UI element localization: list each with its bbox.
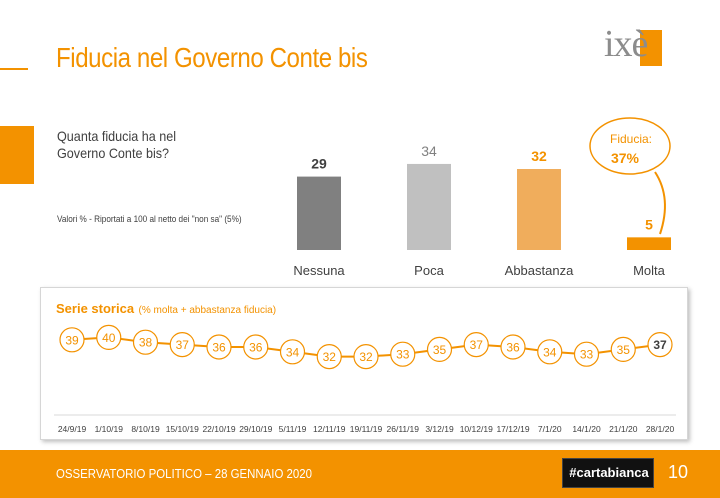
line-chart: 39 40 38 37 36 36 34 32 32 33 35 37 36 34 33 35 37 24/9/1… xyxy=(54,324,676,434)
series-point xyxy=(647,331,673,358)
series-point-label: 37 xyxy=(470,338,484,352)
bar-molta xyxy=(627,237,671,250)
x-tick-label: 3/12/19 xyxy=(425,424,454,434)
series-point-label: 39 xyxy=(65,333,79,347)
callout-pointer xyxy=(654,171,666,235)
x-tick-label: 19/11/19 xyxy=(350,424,383,434)
bar-chart: 29 Nessuna 34 Poca 32 Abbastanza 5 Molta xyxy=(293,117,671,278)
category-label-nessuna: Nessuna xyxy=(293,263,345,278)
series-point-label: 40 xyxy=(102,331,116,345)
x-tick-label: 5/11/19 xyxy=(279,424,307,434)
page-title: Fiducia nel Governo Conte bis xyxy=(56,42,368,73)
series-point xyxy=(206,334,232,360)
badge-text: #cartabianca xyxy=(569,465,649,480)
x-tick-label: 15/10/19 xyxy=(166,424,199,434)
x-tick-label: 14/1/20 xyxy=(572,424,601,434)
x-tick-label: 21/1/20 xyxy=(609,424,638,434)
series-point-label: 33 xyxy=(580,348,594,362)
x-tick-label: 24/9/19 xyxy=(58,424,87,434)
bar-poca xyxy=(407,163,451,250)
x-tick-label: 8/10/19 xyxy=(131,424,160,434)
bar-value-abbastanza: 32 xyxy=(531,148,547,164)
bar-value-molta: 5 xyxy=(645,216,653,232)
series-point-label: 36 xyxy=(212,341,226,355)
category-label-molta: Molta xyxy=(633,263,666,278)
x-tick-label: 29/10/19 xyxy=(239,424,272,434)
category-label-poca: Poca xyxy=(414,263,444,278)
series-point-label: 37 xyxy=(653,338,667,352)
bar-abbastanza xyxy=(517,169,561,250)
series-point-label: 36 xyxy=(506,341,520,355)
series-point xyxy=(500,334,526,360)
series-point-label: 34 xyxy=(543,345,557,359)
title-accent-line xyxy=(0,68,28,70)
series-point xyxy=(573,341,600,367)
series-point xyxy=(537,339,563,365)
series-point xyxy=(243,334,269,360)
x-tick-label: 17/12/19 xyxy=(496,424,529,434)
series-point xyxy=(59,327,85,353)
callout-label: Fiducia: xyxy=(609,132,653,146)
series-point-label: 34 xyxy=(286,345,300,359)
series-point-label: 36 xyxy=(249,341,263,355)
x-tick-label: 12/11/19 xyxy=(313,424,346,434)
fiducia-callout: Fiducia: 37% xyxy=(590,120,672,174)
category-label-abbastanza: Abbastanza xyxy=(505,263,574,278)
page-number: 10 xyxy=(668,462,689,482)
series-title-main: Serie storica xyxy=(56,301,135,316)
ixe-logo: ixè xyxy=(604,22,662,70)
bar-value-nessuna: 29 xyxy=(311,156,327,172)
survey-question: Quanta fiducia ha nel Governo Conte bis? xyxy=(57,128,177,161)
x-tick-label: 22/10/19 xyxy=(202,424,235,434)
callout-bubble xyxy=(589,117,671,175)
values-note: Valori % - Riportati a 100 al netto dei … xyxy=(57,214,242,225)
series-point-label: 37 xyxy=(176,338,190,352)
series-point xyxy=(426,336,453,363)
series-point-label: 38 xyxy=(139,336,153,350)
x-tick-label: 1/10/19 xyxy=(95,424,124,434)
bar-nessuna xyxy=(297,176,341,250)
footer-bar: OSSERVATORIO POLITICO – 28 GENNAIO 2020 … xyxy=(0,450,720,498)
bar-value-poca: 34 xyxy=(421,143,437,159)
series-point xyxy=(169,331,195,358)
footer-text: OSSERVATORIO POLITICO – 28 GENNAIO 2020 xyxy=(56,466,313,481)
series-point-label: 33 xyxy=(396,348,410,362)
series-point xyxy=(96,324,122,351)
cartabianca-badge: #cartabianca xyxy=(562,458,654,488)
series-title-sub: (% molta + abbastanza fiducia) xyxy=(138,305,277,316)
logo-text: ixè xyxy=(604,23,648,65)
x-tick-label: 28/1/20 xyxy=(646,424,675,434)
series-point xyxy=(390,341,416,367)
series-point-label: 35 xyxy=(617,343,631,357)
series-point xyxy=(463,331,489,358)
series-point xyxy=(132,329,159,355)
side-accent-tab xyxy=(0,126,34,184)
series-point xyxy=(610,336,636,363)
x-tick-label: 26/11/19 xyxy=(387,424,420,434)
series-title: Serie storica (% molta + abbastanza fidu… xyxy=(56,300,276,318)
x-tick-label: 10/12/19 xyxy=(460,424,493,434)
x-tick-label: 7/1/20 xyxy=(538,424,562,434)
series-point xyxy=(316,343,342,370)
series-point xyxy=(353,343,379,370)
logo-orange-block xyxy=(640,30,662,66)
series-point-label: 35 xyxy=(433,343,447,357)
series-point xyxy=(279,339,306,365)
callout-value: 37% xyxy=(610,150,640,166)
series-point-label: 32 xyxy=(359,350,373,364)
series-point-label: 32 xyxy=(323,350,337,364)
